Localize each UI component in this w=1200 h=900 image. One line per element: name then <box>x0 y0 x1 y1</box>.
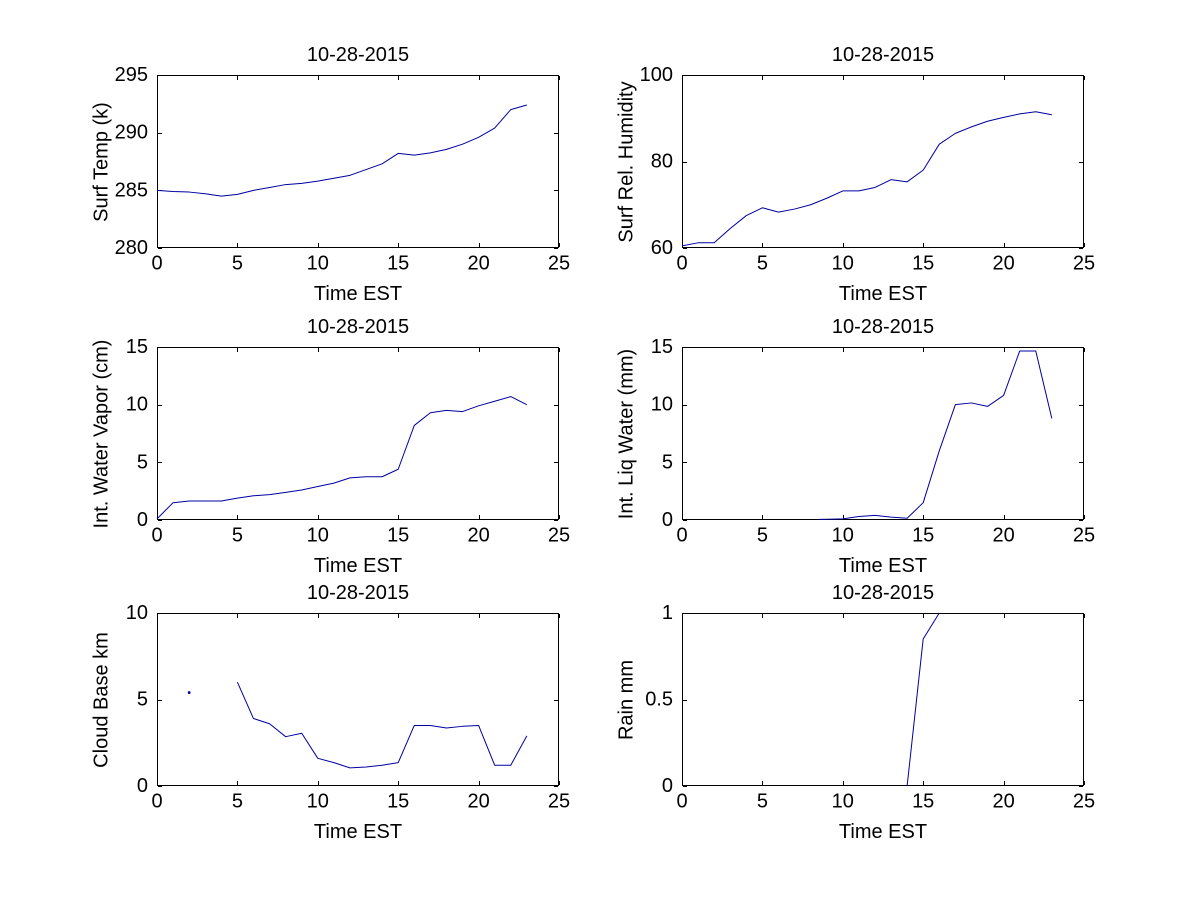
svg-text:25: 25 <box>1073 253 1095 275</box>
svg-text:20: 20 <box>467 253 489 275</box>
svg-text:25: 25 <box>1073 791 1095 813</box>
svg-text:10: 10 <box>307 525 329 547</box>
svg-text:15: 15 <box>387 253 409 275</box>
svg-text:60: 60 <box>651 237 673 259</box>
svg-text:285: 285 <box>115 179 148 201</box>
svg-text:20: 20 <box>467 525 489 547</box>
svg-text:20: 20 <box>992 791 1014 813</box>
svg-text:5: 5 <box>757 525 768 547</box>
svg-text:0: 0 <box>676 791 687 813</box>
x-axis-label: Time EST <box>838 555 928 577</box>
svg-text:0: 0 <box>662 509 673 531</box>
svg-text:0.5: 0.5 <box>645 689 673 711</box>
x-axis-label: Time EST <box>313 283 403 305</box>
plot-title: 10-28-2015 <box>831 582 935 604</box>
x-axis-label: Time EST <box>313 821 403 843</box>
x-axis-label: Time EST <box>838 283 928 305</box>
plot-canvas: 0 5 10 15 20 25 0 0.5 1 <box>645 602 1095 813</box>
svg-text:295: 295 <box>115 64 148 86</box>
svg-text:0: 0 <box>151 525 162 547</box>
svg-text:80: 80 <box>651 151 673 173</box>
plot-title: 10-28-2015 <box>306 316 410 338</box>
svg-text:0: 0 <box>137 775 148 797</box>
svg-text:15: 15 <box>912 253 934 275</box>
svg-text:5: 5 <box>137 451 148 473</box>
subplot-int-water-vapor: 10-28-2015 Int. Water Vapor (cm) 0 5 10 15 2… <box>91 316 571 577</box>
svg-text:15: 15 <box>126 336 148 358</box>
svg-text:15: 15 <box>912 525 934 547</box>
subplot-surf-temp: 10-28-2015 Surf Temp (k) 0 5 10 15 20 25 280 28… <box>91 44 571 305</box>
plot-title: 10-28-2015 <box>306 44 410 66</box>
svg-text:10: 10 <box>832 525 854 547</box>
svg-text:10: 10 <box>832 791 854 813</box>
plot-canvas: 0 5 10 15 20 25 0 5 10 15 <box>651 336 1095 547</box>
svg-text:0: 0 <box>662 775 673 797</box>
svg-text:20: 20 <box>467 791 489 813</box>
y-axis-label: Surf Rel. Humidity <box>615 80 638 243</box>
plot-canvas: 0 5 10 15 20 25 280 285 290 295 <box>115 64 571 275</box>
x-axis-label: Time EST <box>838 821 928 843</box>
svg-text:15: 15 <box>387 525 409 547</box>
plot-canvas: 0 5 10 15 20 25 0 5 10 <box>126 602 570 813</box>
svg-text:15: 15 <box>912 791 934 813</box>
subplot-rain: 10-28-2015 Rain mm 0 5 10 15 20 25 0 0.5 1 Time … <box>616 582 1096 843</box>
svg-text:5: 5 <box>232 253 243 275</box>
y-axis-label: Int. Liq Water (mm) <box>615 348 638 519</box>
svg-text:0: 0 <box>151 791 162 813</box>
y-axis-label: Cloud Base km <box>90 631 113 768</box>
svg-text:10: 10 <box>832 253 854 275</box>
svg-text:10: 10 <box>126 602 148 624</box>
svg-text:25: 25 <box>548 525 570 547</box>
svg-text:5: 5 <box>232 525 243 547</box>
svg-text:10: 10 <box>651 394 673 416</box>
svg-text:5: 5 <box>757 253 768 275</box>
svg-text:0: 0 <box>676 525 687 547</box>
svg-text:20: 20 <box>992 253 1014 275</box>
svg-text:0: 0 <box>151 253 162 275</box>
subplot-surf-rel-humidity: 10-28-2015 Surf Rel. Humidity 0 5 10 15 20 25… <box>616 44 1096 305</box>
svg-text:25: 25 <box>548 791 570 813</box>
svg-text:15: 15 <box>387 791 409 813</box>
svg-text:10: 10 <box>307 253 329 275</box>
plot-canvas: 0 5 10 15 20 25 0 5 10 15 <box>126 336 570 547</box>
plot-title: 10-28-2015 <box>831 316 935 338</box>
subplot-int-liq-water: 10-28-2015 Int. Liq Water (mm) 0 5 10 15 20 2… <box>616 316 1096 577</box>
plot-title: 10-28-2015 <box>831 44 935 66</box>
svg-text:100: 100 <box>640 64 673 86</box>
x-axis-label: Time EST <box>313 555 403 577</box>
svg-text:25: 25 <box>548 253 570 275</box>
y-axis-label: Int. Water Vapor (cm) <box>90 339 113 528</box>
svg-text:5: 5 <box>232 791 243 813</box>
svg-text:290: 290 <box>115 122 148 144</box>
svg-text:20: 20 <box>992 525 1014 547</box>
subplot-cloud-base: 10-28-2015 Cloud Base km 0 5 10 15 20 25 0 5 10 … <box>91 582 571 843</box>
svg-text:5: 5 <box>662 451 673 473</box>
svg-text:5: 5 <box>757 791 768 813</box>
svg-text:0: 0 <box>137 509 148 531</box>
svg-text:280: 280 <box>115 237 148 259</box>
plot-canvas: 0 5 10 15 20 25 60 80 100 <box>640 64 1096 275</box>
svg-text:5: 5 <box>137 689 148 711</box>
y-axis-label: Surf Temp (k) <box>90 101 113 222</box>
svg-text:0: 0 <box>676 253 687 275</box>
svg-text:10: 10 <box>307 791 329 813</box>
svg-text:25: 25 <box>1073 525 1095 547</box>
y-axis-label: Rain mm <box>615 659 638 740</box>
svg-text:10: 10 <box>126 394 148 416</box>
svg-text:15: 15 <box>651 336 673 358</box>
svg-text:1: 1 <box>662 602 673 624</box>
plot-title: 10-28-2015 <box>306 582 410 604</box>
